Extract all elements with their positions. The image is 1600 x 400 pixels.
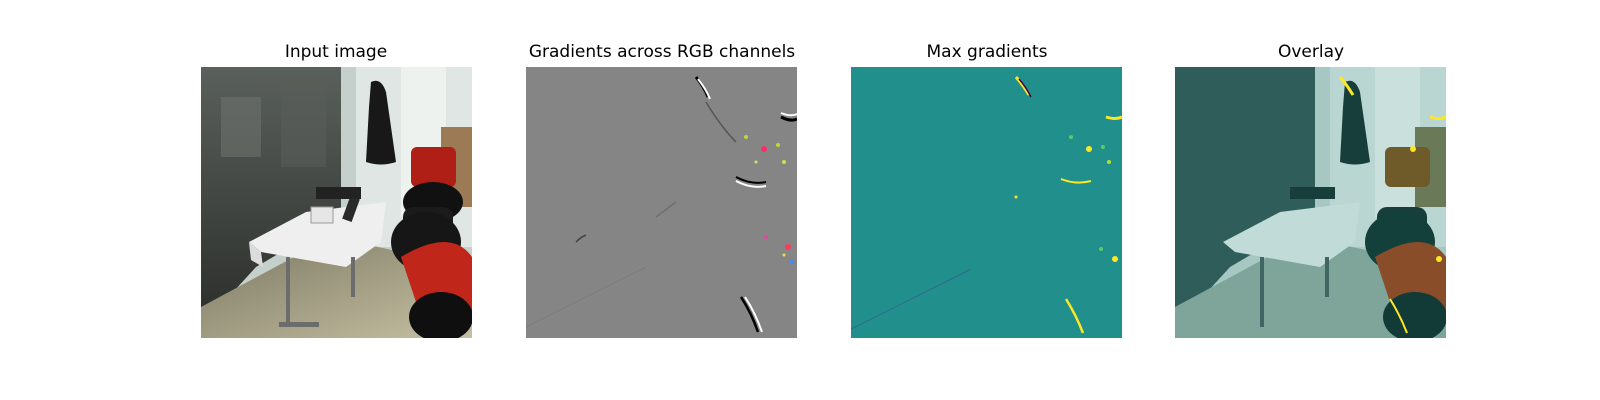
max-gradients-panel: [851, 67, 1122, 338]
gradient-map: [526, 67, 797, 338]
panel-title-max-gradients: Max gradients: [926, 42, 1048, 62]
panel-title-overlay: Overlay: [1277, 42, 1345, 62]
scene-photo: [201, 67, 472, 338]
rgb-gradients-panel: [526, 67, 797, 338]
overlay-panel: [1175, 67, 1446, 338]
heatmap: [851, 67, 1122, 338]
input-image-panel: [201, 67, 472, 338]
panel-title-input-image: Input image: [284, 42, 388, 62]
overlay-photo: [1175, 67, 1446, 338]
panel-title-rgb-gradients: Gradients across RGB channels: [528, 42, 796, 62]
